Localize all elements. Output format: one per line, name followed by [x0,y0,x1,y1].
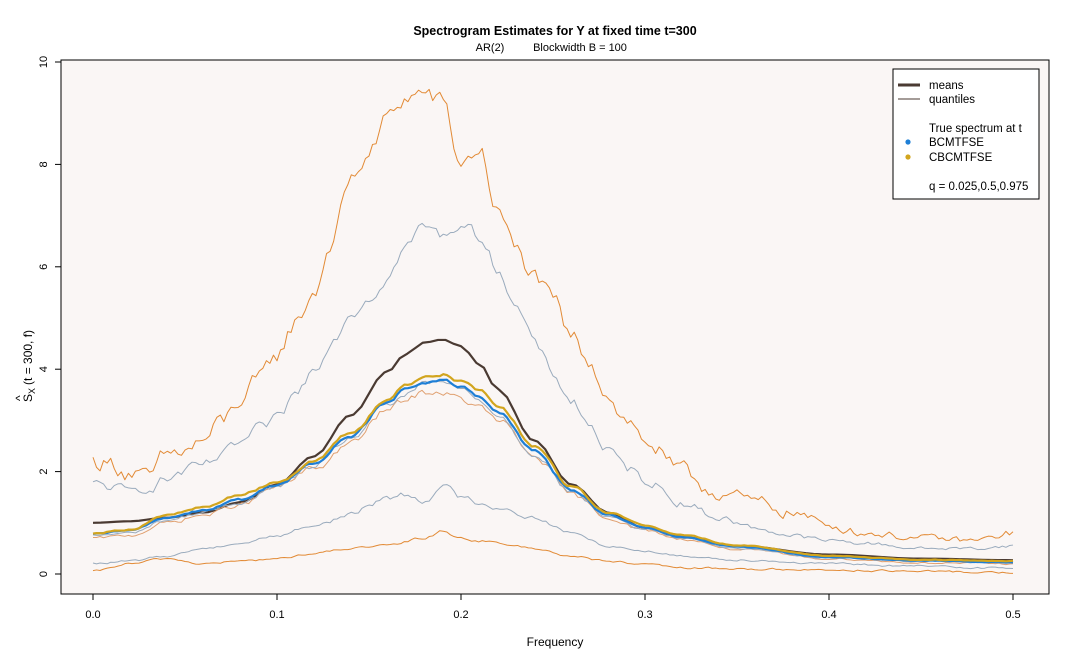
x-tick-label: 0.1 [269,609,284,621]
x-tick-label: 0.2 [453,609,468,621]
y-tick-label: 4 [38,366,50,372]
y-axis-label-rest: (t = 300, f) [21,330,35,385]
legend-cbcmtfse-label: CBCMTFSE [929,152,993,164]
x-tick-label: 0.0 [85,609,100,621]
legend: means quantiles True spectrum at t BCMTF… [892,68,1040,200]
legend-quantile-levels: q = 0.025,0.5,0.975 [929,181,1028,193]
x-tick-label: 0.3 [637,609,652,621]
legend-bcmtfse-label: BCMTFSE [929,137,984,149]
y-tick-label: 6 [38,264,50,270]
legend-cbcmtfse-point [905,154,911,160]
x-axis-label: Frequency [527,635,584,649]
series-line-cbcmtfse-q0-025 [92,530,1014,574]
y-tick-label: 8 [38,161,50,167]
axes-layer: 0.0 0.1 0.2 0.3 0.4 0.5 0 2 4 6 8 10 [38,56,1021,621]
y-tick-label: 10 [38,56,50,68]
legend-means-label: means [929,80,964,92]
x-tick-label: 0.4 [821,609,836,621]
series-line-bcmtfse-q0-975 [92,222,1014,551]
svg-text:SX(t = 300, f): SX (t = 300, f) [21,330,37,402]
y-axis-label-subscript: X [27,388,37,394]
series-line-cbcmtfse-q0-975 [92,88,1014,542]
y-axis-label-s: S [21,394,35,402]
series-line-cbcmtfse-mean [92,373,1014,563]
y-tick-label: 2 [38,469,50,475]
y-axis-label: SX (t = 300, f) ^ [13,330,37,402]
chart-subtitle-model: AR(2) [476,42,505,54]
series-layer [92,88,1014,574]
legend-bcmtfse-point [905,139,911,145]
legend-box [892,68,1040,200]
y-axis-label-hat: ^ [13,395,27,401]
series-line-bcmtfse-mean [92,378,1014,564]
series-line-true-spectrum [92,338,1014,562]
legend-quantiles-label: quantiles [929,94,975,106]
legend-true-spectrum-label: True spectrum at t [929,123,1023,135]
chart-subtitle-blockwidth: Blockwidth B = 100 [533,42,627,54]
x-tick-label: 0.5 [1005,609,1020,621]
series-line-bcmtfse-q0-025 [92,484,1014,570]
y-tick-label: 0 [38,571,50,577]
chart-title: Spectrogram Estimates for Y at fixed tim… [413,24,696,38]
